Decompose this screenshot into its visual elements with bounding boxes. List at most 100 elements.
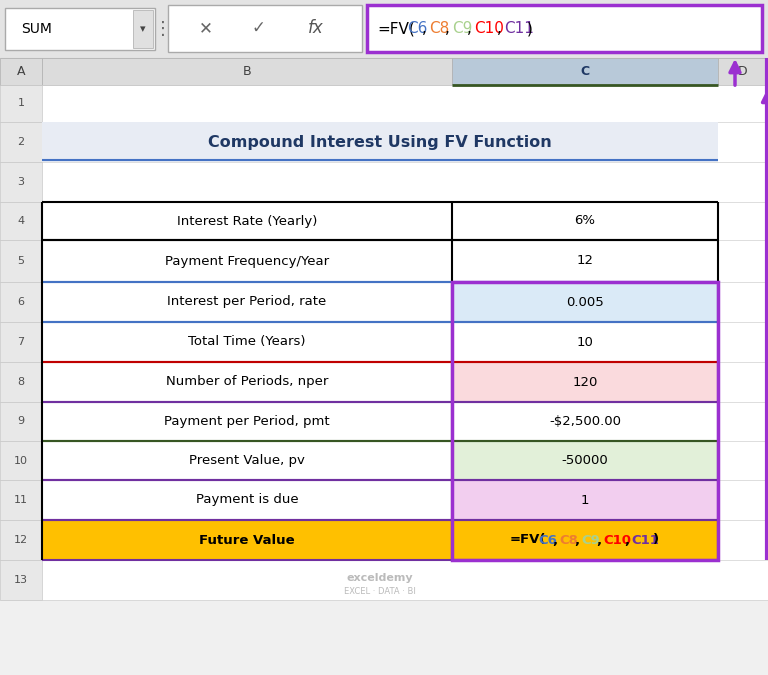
- Text: 3: 3: [18, 177, 25, 187]
- Text: ,: ,: [596, 533, 601, 547]
- Bar: [42, 202, 768, 240]
- Text: C: C: [581, 65, 590, 78]
- Bar: [0, 240, 42, 282]
- Text: Payment Frequency/Year: Payment Frequency/Year: [165, 254, 329, 267]
- Bar: [452, 480, 718, 520]
- Bar: [42, 362, 452, 402]
- Bar: [42, 362, 768, 402]
- Text: C11: C11: [632, 533, 660, 547]
- Text: 11: 11: [14, 495, 28, 505]
- Text: C6: C6: [538, 533, 557, 547]
- Text: 12: 12: [577, 254, 594, 267]
- Text: 5: 5: [18, 256, 25, 266]
- Text: C6: C6: [407, 21, 427, 36]
- Text: Present Value, pv: Present Value, pv: [189, 454, 305, 467]
- Bar: [0, 362, 42, 402]
- Bar: [42, 560, 768, 600]
- Bar: [42, 480, 768, 520]
- Bar: [0, 322, 42, 362]
- Text: ,: ,: [467, 21, 472, 36]
- Text: 13: 13: [14, 575, 28, 585]
- Text: 2: 2: [18, 137, 25, 147]
- Bar: [367, 5, 762, 52]
- Bar: [452, 441, 718, 480]
- Bar: [0, 520, 42, 560]
- Text: ✕: ✕: [199, 19, 213, 37]
- Bar: [0, 0, 768, 58]
- Bar: [42, 520, 452, 560]
- Text: 10: 10: [14, 456, 28, 466]
- Text: =FV(: =FV(: [509, 533, 546, 547]
- Bar: [0, 560, 42, 600]
- Text: 1: 1: [18, 99, 25, 109]
- Text: 4: 4: [18, 216, 25, 226]
- Text: C10: C10: [603, 533, 631, 547]
- Text: Payment is due: Payment is due: [196, 493, 298, 506]
- Bar: [42, 441, 452, 480]
- Bar: [0, 58, 42, 85]
- Bar: [0, 122, 42, 162]
- Bar: [452, 402, 718, 441]
- Text: =FV(: =FV(: [377, 21, 415, 36]
- Bar: [42, 122, 718, 162]
- Text: EXCEL · DATA · BI: EXCEL · DATA · BI: [344, 587, 416, 597]
- Text: Interest per Period, rate: Interest per Period, rate: [167, 296, 326, 308]
- Text: ,: ,: [553, 533, 558, 547]
- Text: ): ): [527, 21, 533, 36]
- Bar: [42, 282, 768, 322]
- Text: 12: 12: [14, 535, 28, 545]
- Bar: [718, 58, 768, 85]
- Text: ,: ,: [574, 533, 579, 547]
- Text: C8: C8: [560, 533, 578, 547]
- Text: Compound Interest Using FV Function: Compound Interest Using FV Function: [208, 134, 552, 149]
- Bar: [42, 58, 452, 85]
- Bar: [42, 441, 768, 480]
- Text: 9: 9: [18, 416, 25, 427]
- Text: B: B: [243, 65, 251, 78]
- Text: D: D: [738, 65, 748, 78]
- Bar: [0, 402, 42, 441]
- Bar: [42, 402, 768, 441]
- Bar: [133, 10, 153, 48]
- Bar: [452, 322, 718, 362]
- Text: ⋮: ⋮: [154, 20, 172, 38]
- Text: Future Value: Future Value: [199, 533, 295, 547]
- Text: ,: ,: [445, 21, 449, 36]
- Bar: [0, 85, 42, 122]
- Bar: [42, 85, 768, 122]
- Text: ,: ,: [497, 21, 502, 36]
- Bar: [42, 322, 452, 362]
- Text: C8: C8: [429, 21, 450, 36]
- Bar: [452, 202, 718, 240]
- Text: C9: C9: [581, 533, 600, 547]
- Bar: [0, 441, 42, 480]
- Text: -$2,500.00: -$2,500.00: [549, 415, 621, 428]
- Bar: [452, 58, 718, 85]
- Text: ,: ,: [624, 533, 630, 547]
- Text: A: A: [17, 65, 25, 78]
- Bar: [452, 520, 718, 560]
- Bar: [0, 282, 42, 322]
- Text: 10: 10: [577, 335, 594, 348]
- Bar: [42, 480, 452, 520]
- Bar: [0, 58, 768, 85]
- Text: SUM: SUM: [21, 22, 52, 36]
- Bar: [452, 240, 718, 282]
- Bar: [0, 480, 42, 520]
- Text: exceldemy: exceldemy: [346, 573, 413, 583]
- Text: C10: C10: [475, 21, 505, 36]
- Text: C11: C11: [505, 21, 535, 36]
- Text: Payment per Period, pmt: Payment per Period, pmt: [164, 415, 329, 428]
- Text: 8: 8: [18, 377, 25, 387]
- Text: ,: ,: [422, 21, 427, 36]
- Bar: [42, 202, 452, 240]
- Bar: [42, 162, 768, 202]
- Text: C9: C9: [452, 21, 472, 36]
- Bar: [42, 240, 452, 282]
- Bar: [0, 202, 42, 240]
- Text: 6%: 6%: [574, 215, 595, 227]
- Bar: [42, 122, 768, 162]
- Text: Total Time (Years): Total Time (Years): [188, 335, 306, 348]
- Text: 0.005: 0.005: [566, 296, 604, 308]
- Bar: [42, 402, 452, 441]
